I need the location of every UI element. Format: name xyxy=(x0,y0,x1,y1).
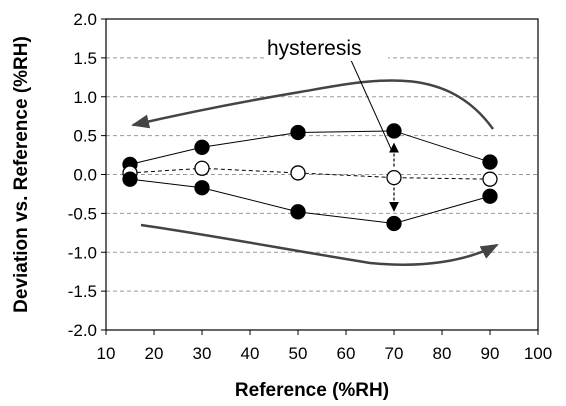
series-line-1 xyxy=(129,167,491,180)
data-point xyxy=(386,123,402,139)
data-point xyxy=(290,124,306,141)
tick-labels: 2.0 1.5 1.0 0.5 0.0 -0.5 -1.0 -1.5 -2.010 20 30 40 5… xyxy=(68,10,552,363)
upper-trend-arrow xyxy=(131,79,495,130)
y-tick-label: -0.5 xyxy=(68,204,97,223)
grid-lines xyxy=(106,57,538,292)
x-tick-label: 90 xyxy=(481,344,500,363)
data-point xyxy=(122,171,138,187)
y-tick-label: 0.0 xyxy=(73,166,97,185)
x-tick-label: 10 xyxy=(97,344,116,363)
trend-arrows xyxy=(131,57,499,266)
data-point xyxy=(482,188,498,204)
hysteresis-annotation: hysteresis xyxy=(267,37,362,60)
x-tick-label: 40 xyxy=(241,344,260,363)
data-point xyxy=(482,171,498,187)
x-tick-label: 20 xyxy=(145,344,164,363)
y-tick-label: 1.5 xyxy=(73,49,97,68)
x-axis-label: Reference (%RH) xyxy=(235,380,389,401)
y-tick-label: 0.5 xyxy=(73,127,97,146)
data-point xyxy=(290,165,306,181)
data-point xyxy=(194,139,210,155)
y-tick-label: 2.0 xyxy=(73,10,97,29)
x-tick-label: 100 xyxy=(524,344,552,363)
axis-labels: Reference (%RH) Deviation vs. Reference (… xyxy=(11,36,389,401)
data-point xyxy=(290,204,306,220)
y-tick-label: -1.5 xyxy=(68,282,97,301)
data-point xyxy=(194,160,210,176)
lower-trend-arrow xyxy=(140,223,499,266)
series-line-2 xyxy=(129,178,491,224)
data-point xyxy=(482,154,498,170)
y-axis-label: Deviation vs. Reference (%RH) xyxy=(11,36,32,313)
x-tick-label: 30 xyxy=(193,344,212,363)
x-tick-label: 60 xyxy=(337,344,356,363)
y-tick-label: -1.0 xyxy=(68,243,97,262)
data-point xyxy=(386,215,402,232)
series-group: hysteresis xyxy=(122,35,498,232)
data-point xyxy=(194,180,210,196)
annotation-background xyxy=(264,35,388,61)
data-point xyxy=(386,169,402,186)
hysteresis-leader-line xyxy=(349,57,393,152)
y-tick-label: -2.0 xyxy=(68,321,97,340)
x-tick-label: 70 xyxy=(385,344,404,363)
x-tick-label: 50 xyxy=(289,344,308,363)
x-tick-label: 80 xyxy=(433,344,452,363)
y-tick-label: 1.0 xyxy=(73,88,97,107)
